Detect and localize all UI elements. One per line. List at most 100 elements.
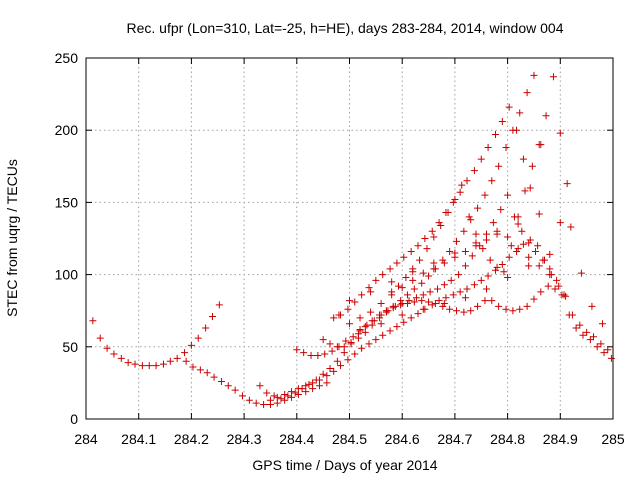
data-point [526,236,534,244]
data-point [549,73,557,81]
data-point [568,311,576,319]
data-point [495,302,503,310]
data-point [532,247,540,255]
grid-layer [86,58,613,419]
data-point [281,390,289,398]
data-point [461,294,469,302]
x-tick-label: 284.3 [227,431,262,447]
data-point [421,235,429,242]
data-point [539,256,547,264]
data-point [333,357,341,365]
data-point [535,210,543,218]
data-point [435,219,443,227]
data-point [293,346,301,354]
data-point [423,245,431,253]
data-point [493,263,501,271]
data-point [528,162,536,170]
data-point [521,187,529,195]
data-point [513,126,521,134]
data-point [597,340,605,348]
x-tick-label: 284.4 [279,431,314,447]
data-point [379,331,387,339]
x-tick-label: 284.2 [174,431,209,447]
data-point [509,307,517,315]
data-point [470,281,478,289]
data-point [340,343,348,351]
data-point [284,392,292,400]
data-point [525,262,533,270]
data-point [576,321,584,329]
data-point [484,272,492,280]
data-point [344,305,352,313]
data-point [486,256,494,264]
data-point [419,305,427,313]
data-point [488,177,496,185]
data-point [590,333,598,341]
data-point [440,259,448,267]
data-point [208,312,216,320]
y-tick-label: 100 [55,267,79,283]
data-point [386,265,394,273]
data-point [461,247,469,255]
data-point [553,276,561,284]
data-point [403,291,411,299]
series-arc-rise-e [330,103,534,322]
data-point [347,340,355,348]
x-tick-label: 284.7 [437,431,472,447]
data-point [481,297,489,305]
data-point [351,298,359,306]
data-point [502,144,510,152]
data-point [430,233,438,241]
data-point [428,301,436,309]
data-point [300,349,308,357]
data-point [330,367,338,375]
data-point [440,281,448,289]
data-point [321,350,329,358]
data-point [402,273,410,281]
data-point [368,321,376,329]
data-point [500,268,508,276]
data-point [440,299,448,307]
data-point [426,288,434,296]
data-point [447,276,455,284]
data-point [266,396,274,404]
series-arc-morning [89,301,223,370]
data-point [260,401,268,409]
data-point [479,245,487,253]
y-tick-label: 50 [62,339,78,355]
data-point [314,351,322,359]
data-point [604,346,612,354]
data-point [187,341,195,349]
data-point [400,318,408,326]
data-point [270,392,278,400]
data-point [330,314,338,322]
data-point [572,324,580,332]
data-point [505,103,513,111]
data-point [495,162,503,170]
data-point [319,336,327,344]
data-point [397,297,405,305]
data-point [546,250,554,258]
data-point [309,379,317,387]
data-point [159,360,167,368]
data-point [367,288,375,296]
data-point [351,350,359,358]
data-point [302,382,310,390]
data-point [217,377,225,385]
data-point [514,213,522,221]
data-point [431,299,439,307]
data-point [456,288,464,296]
data-point [344,356,352,364]
data-point [166,357,174,365]
series-arc-rise-a [256,282,615,403]
data-point [516,109,524,117]
data-point [442,294,450,302]
data-point [416,256,424,264]
data-point [145,362,153,370]
data-point [418,297,426,305]
data-point [376,314,384,322]
data-point [470,167,478,175]
data-point [477,276,485,284]
data-point [386,327,394,335]
data-point [291,389,299,397]
